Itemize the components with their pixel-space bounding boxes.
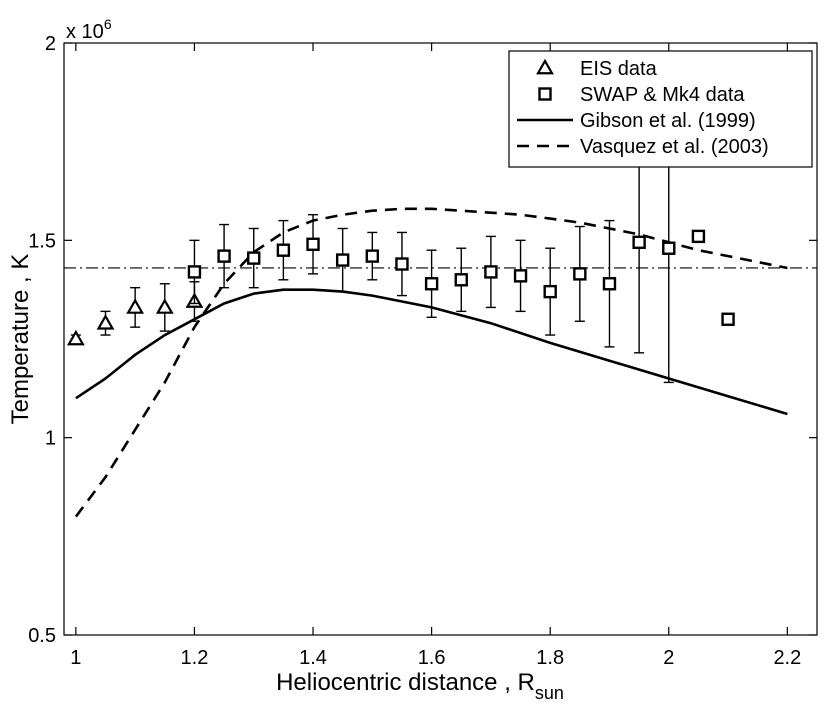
square-point	[187, 265, 202, 279]
x-axis-label-main: Heliocentric distance , R	[276, 669, 535, 696]
legend: EIS data SWAP & Mk4 data Gibson et al. (19…	[508, 50, 813, 168]
x-tick-label: 2.2	[773, 647, 801, 669]
triangle-point	[155, 298, 174, 314]
square-point	[395, 257, 409, 271]
square-point	[513, 269, 528, 283]
legend-box	[508, 50, 813, 168]
square-point	[573, 267, 587, 281]
y-axis-label: Temperature , K	[7, 254, 34, 425]
x-tick-label: 1.4	[299, 647, 327, 669]
legend-label: Vasquez et al. (2003)	[580, 136, 769, 158]
x-tick-label: 1.2	[181, 647, 209, 669]
y-tick-label: 0.5	[28, 625, 56, 647]
square-point	[632, 235, 646, 250]
square-point	[365, 249, 380, 263]
square-point	[424, 277, 439, 291]
x-tick-label: 1.6	[418, 647, 446, 669]
triangle-point	[126, 298, 145, 314]
legend-label: SWAP & Mk4 data	[580, 84, 745, 106]
square-point	[454, 273, 468, 287]
x-axis-label: Heliocentric distance , Rsun	[276, 669, 564, 703]
y-multiplier: x 106	[66, 16, 112, 43]
square-point	[484, 265, 498, 279]
square-point	[217, 249, 231, 263]
square-point	[247, 251, 261, 265]
y-tick-label: 1.5	[28, 230, 56, 252]
square-point	[306, 237, 320, 251]
triangle-point	[96, 313, 115, 330]
legend-label: Gibson et al. (1999)	[580, 110, 756, 132]
square-point	[602, 277, 617, 291]
legend-label: EIS data	[580, 58, 658, 80]
x-tick-label: 2	[663, 647, 674, 669]
data-markers-layer	[66, 113, 735, 384]
legend-square-sample	[538, 87, 552, 101]
square-point	[721, 312, 735, 326]
x-tick-label: 1.8	[536, 647, 564, 669]
y-tick-label: 2	[45, 33, 56, 55]
x-tick-label: 1	[70, 647, 81, 669]
y-multiplier-base: x 10	[66, 21, 104, 43]
square-point	[691, 229, 706, 244]
y-tick-label: 1	[45, 428, 56, 450]
legend-triangle-sample	[536, 58, 554, 75]
y-multiplier-exponent: 6	[104, 16, 112, 32]
square-point	[276, 243, 291, 257]
square-point	[662, 241, 676, 255]
triangle-point	[66, 329, 85, 346]
plot-frame	[63, 42, 818, 636]
square-point	[335, 253, 350, 267]
square-point	[543, 284, 557, 299]
x-axis-label-subscript: sun	[535, 683, 564, 703]
axis-ticks-layer: 1 1.2 1.4 1.6 1.8 2 2.2 0.5 1 1.5 2	[28, 33, 817, 669]
